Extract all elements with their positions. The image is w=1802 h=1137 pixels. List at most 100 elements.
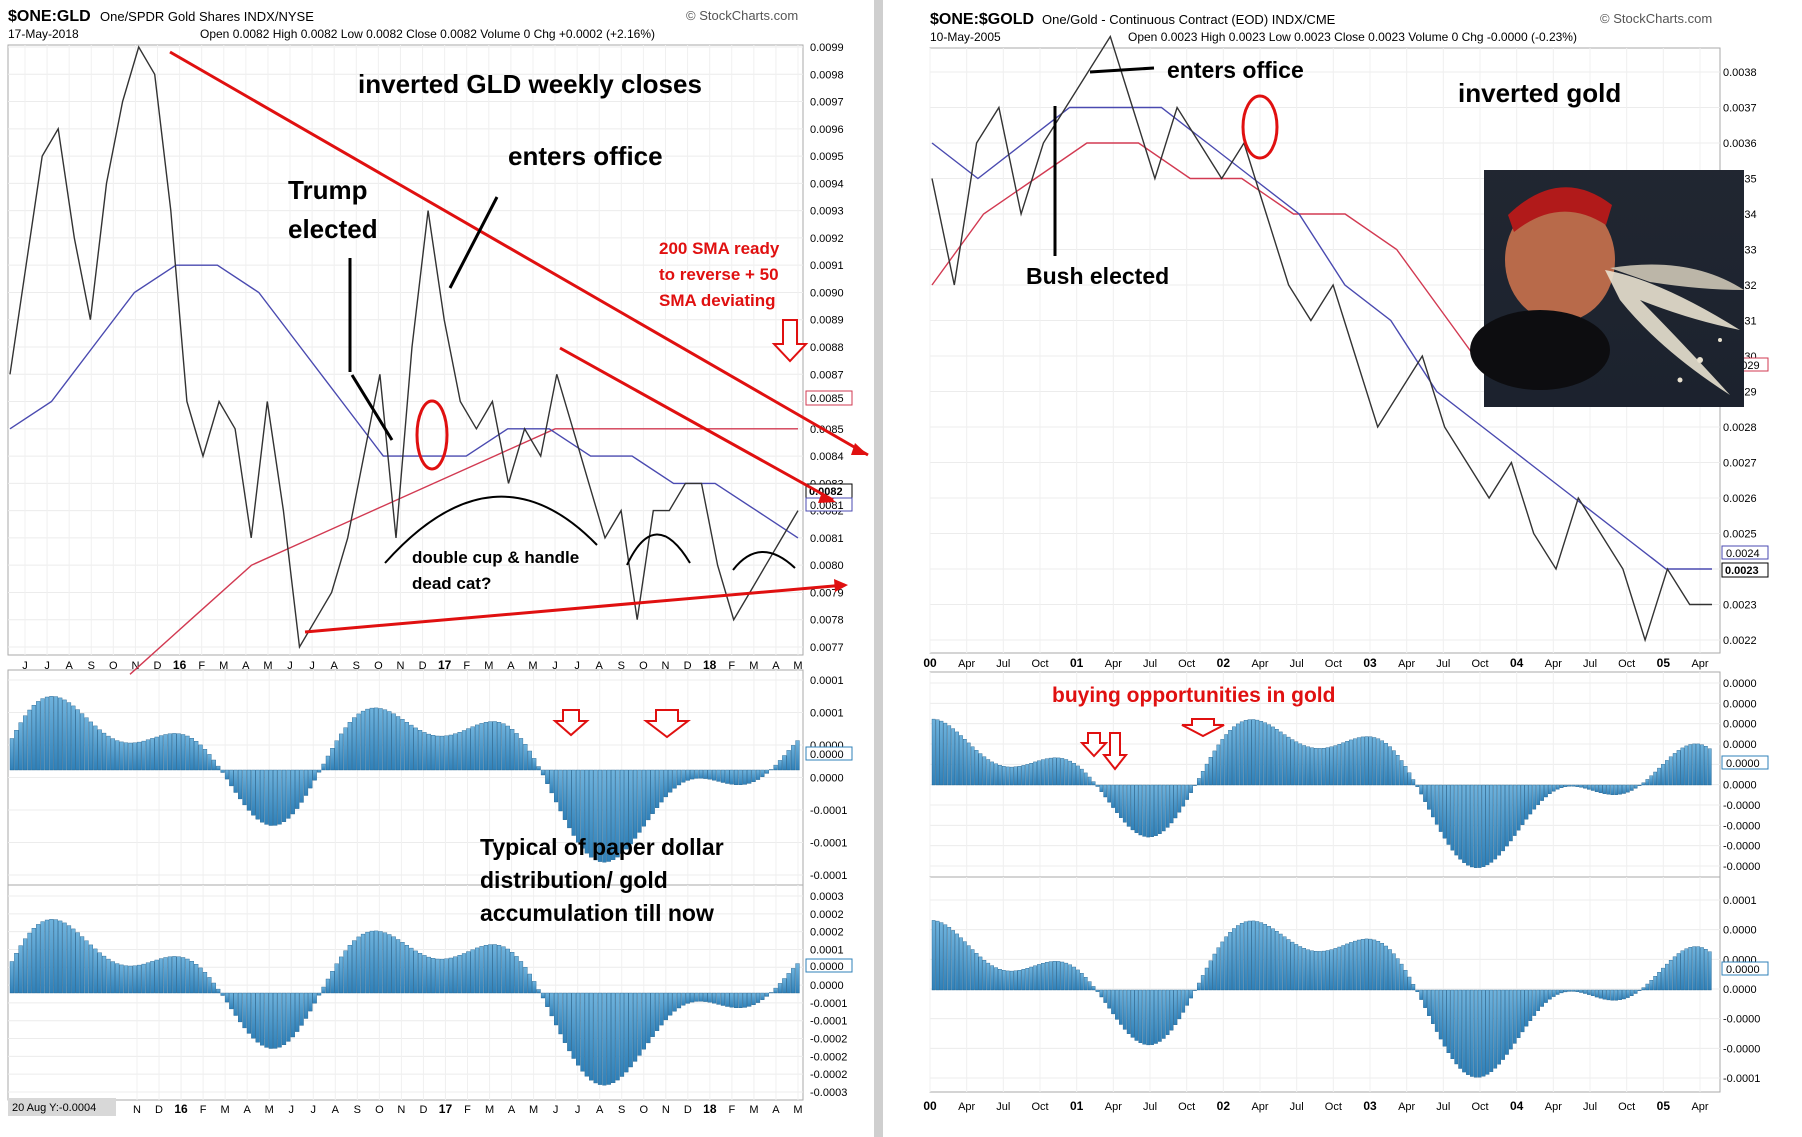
right-hist-bar [1111, 989, 1115, 1015]
left-hist-bar [716, 992, 721, 1005]
right-macd-ytick: 0.0000 [1723, 719, 1757, 731]
left-hist-bar [628, 992, 633, 1068]
right-top-xtick: Apr [1251, 658, 1268, 670]
right-top-xtick: Apr [1105, 658, 1122, 670]
left-hist-bar [668, 992, 673, 1016]
left-macd-bar [720, 769, 725, 783]
left-bottom-xtick: N [662, 1104, 670, 1116]
right-hist-bar [1508, 989, 1513, 1050]
right-hist-bar [963, 941, 967, 991]
right-bottom-xtick: Oct [1471, 1101, 1488, 1113]
svg-text:0.0081: 0.0081 [810, 500, 844, 512]
left-hist-bar [176, 956, 181, 994]
left-cup-arc-3 [732, 551, 796, 571]
right-hist-bar [1138, 989, 1143, 1043]
left-macd-bar [611, 769, 616, 861]
right-macd-bar [1165, 784, 1170, 828]
right-macd-bar [1427, 784, 1431, 810]
left-macd-bar [343, 727, 348, 771]
right-hist-bar [1664, 963, 1669, 991]
left-top-xtick: J [552, 660, 558, 672]
left-macd-bar [404, 722, 409, 771]
left-macd-bar [571, 769, 576, 836]
right-macd-bar [963, 739, 967, 786]
right-hist-bar [1072, 966, 1076, 991]
right-macd-ytick: -0.0000 [1723, 820, 1760, 832]
left-bottom-xtick: M [793, 1104, 802, 1116]
right-hist-bar [1146, 989, 1150, 1046]
right-hist-bar [1021, 969, 1026, 991]
left-macd-bar [374, 707, 379, 771]
right-macd-bar [1469, 784, 1474, 868]
left-hist-yticks: 0.00030.00020.00020.00010.00010.0000-0.0… [810, 891, 847, 1099]
right-macd-bar [1590, 784, 1595, 791]
right-hist-bar [1610, 989, 1615, 1001]
right-hist-bar [1083, 977, 1088, 991]
right-hist-bar [1563, 989, 1568, 993]
left-hist-ytick: 0.0002 [810, 909, 844, 921]
right-macd-bar [1477, 784, 1482, 868]
left-bottom-xtick: D [419, 1104, 427, 1116]
left-macd-bar [470, 726, 475, 771]
right-macd-bar [1247, 719, 1252, 786]
left-macd-bar [220, 769, 225, 773]
left-hist-bar [545, 992, 550, 1008]
left-top-xtick: S [88, 660, 95, 672]
right-hist-bar [1540, 989, 1544, 1007]
left-top-xtick: M [484, 660, 493, 672]
left-macd-bar [505, 725, 510, 771]
right-bottom-xtick: 01 [1070, 1099, 1084, 1113]
left-cup-arc-2 [626, 533, 691, 566]
left-top-xtick: D [154, 660, 162, 672]
right-hist-bar [1173, 989, 1178, 1025]
right-hist-bar [1200, 975, 1205, 991]
right-price-ytick: 0.0037 [1723, 103, 1757, 115]
right-hist-bar [1161, 989, 1166, 1039]
right-macd-bar [1380, 740, 1384, 786]
left-hist-bar [426, 956, 431, 994]
left-hist-bar [558, 992, 563, 1035]
right-macd-bar [1025, 764, 1030, 786]
left-hist-bar [720, 992, 725, 1006]
right-hist-bar [1454, 989, 1459, 1065]
right-hist-bar [1056, 961, 1061, 991]
left-top-xtick: 17 [438, 658, 452, 672]
left-top-xtick: S [618, 660, 625, 672]
left-trump-pointer-diag [350, 374, 394, 441]
left-macd-bar [698, 769, 704, 779]
right-hist-bar [1657, 972, 1661, 991]
right-top-xtick: Oct [1618, 658, 1635, 670]
right-hist-bar [939, 922, 944, 991]
right-hist-bar [1614, 989, 1618, 1001]
right-macd-bar [1645, 779, 1650, 786]
right-macd-ytick: 0.0000 [1723, 780, 1757, 792]
right-macd-bar [1419, 784, 1423, 795]
left-macd-bar [703, 769, 708, 779]
right-hist-bar [1302, 948, 1306, 991]
left-price-ytick: 0.0091 [810, 260, 844, 272]
svg-text:0.0000: 0.0000 [810, 961, 844, 973]
right-macd-bar [1052, 757, 1057, 786]
right-macd-bar [1204, 763, 1209, 786]
right-hist-bar [1345, 943, 1349, 991]
left-hist-bar [123, 965, 129, 994]
left-top-xtick: O [109, 660, 118, 672]
left-hist-bar [518, 961, 524, 994]
right-macd-bar [1481, 784, 1486, 867]
left-hist-ytick: 0.0002 [810, 927, 844, 939]
right-hist-bar [1583, 989, 1587, 994]
left-macd-bar [400, 719, 405, 771]
left-macd-bar [382, 709, 388, 771]
right-hist-bar [978, 956, 983, 991]
right-hist-bar [1493, 989, 1498, 1069]
left-hist-bar [633, 992, 638, 1062]
left-macd-bar [690, 769, 695, 780]
right-bottom-xtick: Apr [958, 1101, 975, 1113]
right-macd-bar [1528, 784, 1533, 815]
right-hist-bar [1622, 989, 1626, 1000]
left-hist-bar [84, 940, 89, 994]
left-macd-bar [628, 769, 633, 845]
left-hist-bar [365, 931, 370, 994]
left-crossover-ellipse [415, 399, 449, 471]
right-macd-bar [1216, 744, 1221, 786]
